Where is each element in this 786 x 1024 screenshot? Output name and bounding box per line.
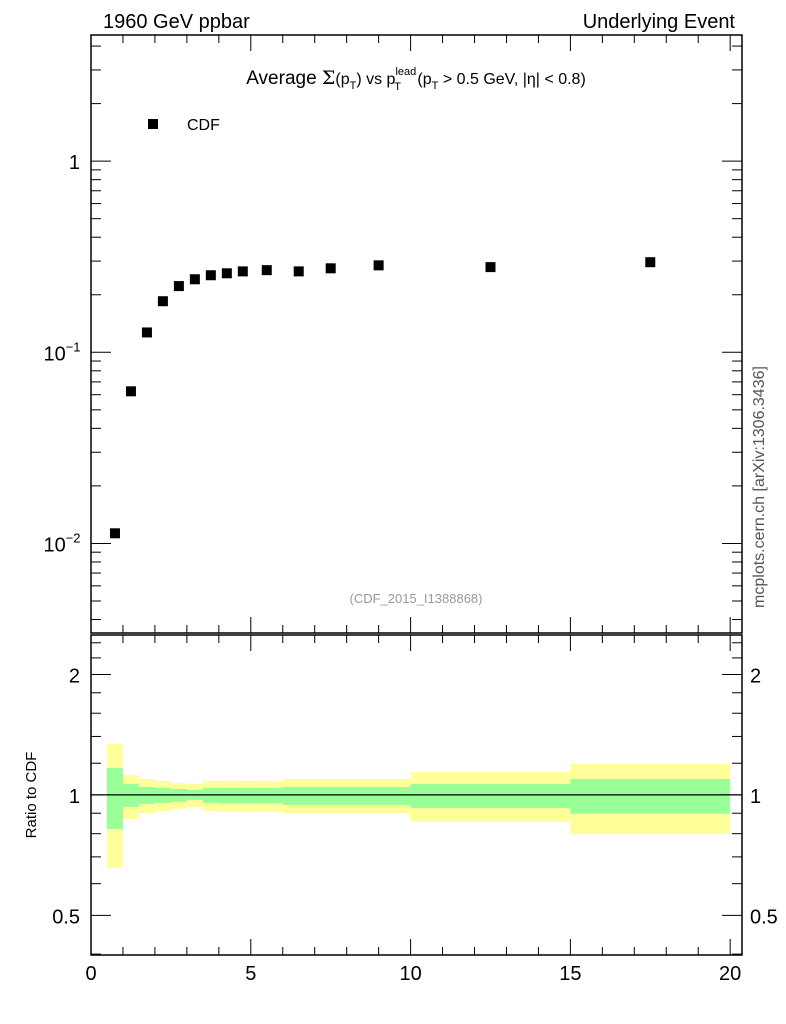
data-point-cdf	[485, 262, 496, 273]
green-band-bin	[106, 767, 123, 829]
data-point-cdf	[109, 528, 120, 539]
main-title: Average Σ(pT) vs plead T (pT > 0.5 GeV, |…	[246, 66, 586, 93]
ratio-y-tick-label-left: 0.5	[52, 906, 80, 928]
data-point-cdf	[141, 327, 152, 338]
data-point-cdf	[205, 270, 216, 281]
data-point-cdf	[157, 296, 168, 307]
legend-label-cdf: CDF	[187, 117, 220, 134]
y-tick-label: 1	[69, 152, 80, 174]
x-tick-label: 20	[719, 963, 741, 985]
y-tick-label: 10−2	[43, 530, 80, 556]
analysis-label: (CDF_2015_I1388868)	[350, 591, 483, 606]
data-point-cdf	[325, 263, 336, 274]
ratio-y-tick-label-left: 1	[69, 786, 80, 808]
header-left: 1960 GeV ppbar	[103, 11, 250, 33]
legend-marker-cdf	[148, 119, 158, 129]
x-tick-label: 0	[85, 963, 96, 985]
data-point-cdf	[293, 266, 304, 277]
side-label: mcplots.cern.ch [arXiv:1306.3436]	[751, 366, 768, 608]
ratio-y-tick-label-right: 2	[750, 665, 761, 687]
data-point-cdf	[221, 268, 232, 279]
data-point-cdf	[125, 386, 136, 397]
green-band-bin	[410, 783, 571, 808]
green-band-bin	[282, 786, 411, 805]
x-tick-label: 5	[245, 963, 256, 985]
header-right: Underlying Event	[583, 11, 736, 33]
data-point-cdf	[261, 265, 272, 276]
ratio-ylabel: Ratio to CDF	[23, 752, 40, 839]
data-point-cdf	[189, 274, 200, 285]
data-point-cdf	[173, 281, 184, 292]
ratio-y-tick-label-right: 1	[750, 786, 761, 808]
data-point-cdf	[237, 266, 248, 277]
ratio-y-tick-label-right: 0.5	[750, 906, 778, 928]
data-point-cdf	[373, 260, 384, 271]
main-frame	[90, 34, 743, 634]
data-point-cdf	[645, 257, 656, 268]
green-band-bin	[250, 787, 283, 804]
x-tick-label: 15	[559, 963, 581, 985]
green-band-bin	[570, 778, 731, 814]
ratio-y-tick-label-left: 2	[69, 665, 80, 687]
y-tick-label: 10−1	[43, 339, 80, 365]
green-band-bin	[218, 787, 251, 804]
x-tick-label: 10	[399, 963, 421, 985]
